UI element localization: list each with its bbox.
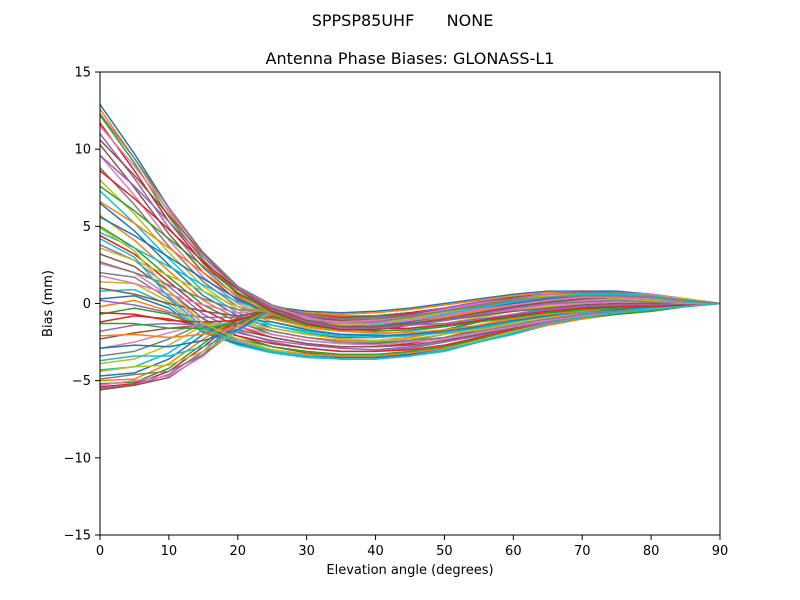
x-tick-label: 10 (161, 544, 178, 559)
series-line-48 (100, 261, 720, 325)
x-tick-label: 60 (505, 544, 522, 559)
x-tick-label: 30 (298, 544, 315, 559)
series-line-58 (100, 113, 720, 320)
suptitle-radome: NONE (447, 11, 494, 30)
y-tick-label: −5 (72, 374, 91, 389)
series-line-60 (100, 238, 720, 360)
suptitle-antenna: SPPSP85UHF (312, 11, 415, 30)
x-tick-label: 70 (574, 544, 591, 559)
series-line-33 (100, 302, 720, 385)
y-axis-label: Bias (mm) (41, 270, 56, 337)
plot-area (99, 71, 721, 536)
x-tick-label: 20 (230, 544, 247, 559)
series-group (100, 103, 720, 391)
y-tick-label: 10 (74, 143, 91, 158)
x-tick-label: 40 (367, 544, 384, 559)
y-axis: −15 −10 −5 0 5 10 15 (64, 66, 100, 544)
y-tick-label: −15 (64, 529, 91, 544)
y-tick-label: 15 (74, 66, 91, 81)
x-tick-label: 80 (643, 544, 660, 559)
x-axis-label: Elevation angle (degrees) (326, 563, 493, 578)
y-tick-label: −10 (64, 451, 91, 466)
x-tick-label: 50 (436, 544, 453, 559)
x-axis: 0 10 20 30 40 50 60 70 80 90 (96, 535, 728, 559)
y-tick-label: 5 (83, 220, 91, 235)
y-tick-label: 0 (83, 297, 91, 312)
x-tick-label: 90 (712, 544, 729, 559)
x-tick-label: 0 (96, 544, 104, 559)
chart-title: Antenna Phase Biases: GLONASS-L1 (266, 49, 555, 68)
